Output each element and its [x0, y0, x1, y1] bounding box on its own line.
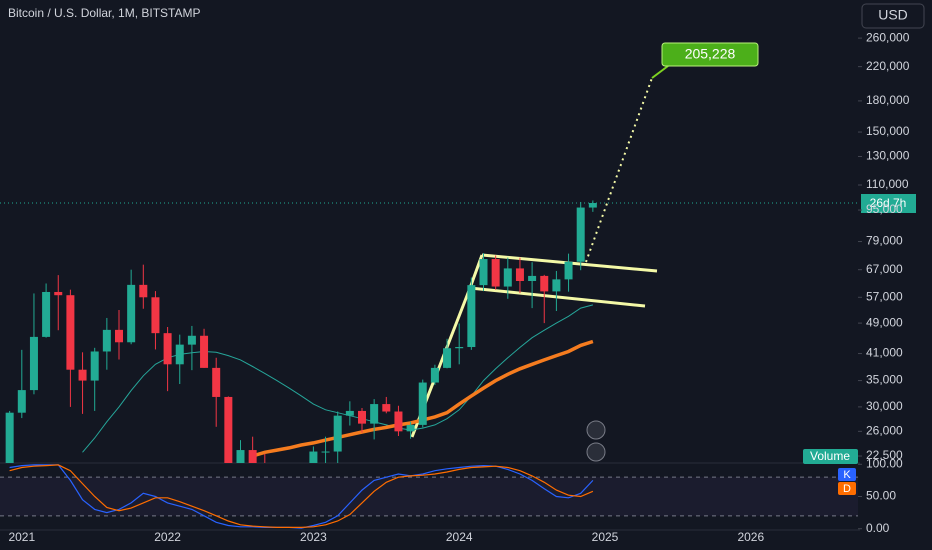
volume-box: [803, 449, 858, 464]
y-tick-label: 49,000: [866, 315, 903, 329]
legend-label: K: [843, 469, 851, 481]
y-tick-label: 35,000: [866, 373, 903, 387]
label-pointer: [651, 65, 669, 79]
candle-body: [5, 412, 14, 463]
candle-body: [54, 291, 63, 296]
candle-body: [224, 396, 233, 463]
candle-body: [552, 279, 561, 292]
y-tick-label: 220,000: [866, 59, 910, 73]
y-tick-label: 260,000: [866, 30, 910, 44]
x-tick-label: 2024: [446, 530, 473, 544]
y-tick-label: 180,000: [866, 93, 910, 107]
annotation-box: [661, 42, 759, 67]
candle-body: [491, 259, 500, 287]
y-tick-label: 22,500: [866, 448, 903, 462]
candle-body: [90, 351, 99, 381]
candle-body: [175, 344, 184, 365]
y-tick-label: 110,000: [866, 177, 909, 191]
band-fill: [0, 477, 858, 516]
candle-body: [102, 329, 111, 352]
candle-body: [479, 259, 488, 286]
candle-body: [78, 369, 87, 381]
icon[interactable]: [586, 442, 606, 462]
candle-body: [418, 382, 427, 425]
candle-body: [151, 297, 160, 334]
legend-label: D: [843, 483, 851, 495]
candle-body: [503, 268, 512, 287]
candle-body: [66, 295, 75, 370]
candle-body: [540, 275, 549, 292]
candle-body: [467, 285, 476, 348]
y-tick-label: 26,000: [866, 424, 903, 438]
y-tick-label: 50.00: [866, 489, 896, 503]
x-tick-label: 2026: [737, 530, 764, 544]
countdown-box: [861, 194, 916, 213]
y-tick-label: 0.00: [866, 521, 890, 535]
annotation: 205,228: [685, 46, 736, 62]
candle-body: [115, 329, 123, 343]
countdown: 26d 7h: [870, 196, 907, 210]
currency[interactable]: USD: [878, 7, 908, 23]
candle-body: [212, 367, 221, 397]
candle-body: [394, 411, 403, 432]
y-tick-label: 67,000: [866, 262, 903, 276]
currency-button[interactable]: [861, 3, 925, 29]
candle-body: [515, 268, 524, 282]
candle-body: [236, 450, 245, 463]
y-tick-label: 150,000: [866, 124, 910, 138]
y-tick-label: 130,000: [866, 149, 910, 163]
candle-body: [588, 203, 597, 208]
candle-body: [309, 451, 318, 463]
y-tick-label: 57,000: [866, 289, 903, 303]
line: [9, 464, 594, 528]
candle-body: [187, 335, 196, 345]
icon[interactable]: [586, 420, 606, 440]
y-tick-label: 95,000: [866, 202, 903, 216]
candle-body: [430, 367, 439, 383]
x-tick-label: 2022: [154, 530, 181, 544]
y-tick-label: 100.00: [866, 456, 903, 470]
candle-body: [17, 390, 26, 413]
y-tick-label: 30,000: [866, 399, 903, 413]
candle-body: [29, 336, 38, 391]
candle-body: [321, 451, 330, 453]
candle-body: [358, 410, 366, 424]
legend-swatch: [838, 468, 856, 481]
candle-body: [528, 275, 537, 282]
candle-body: [576, 207, 585, 262]
candle-body: [443, 348, 452, 368]
candle-body: [200, 335, 209, 368]
volume-label: Volume: [810, 449, 850, 463]
candle-body: [42, 291, 51, 337]
x-tick-label: 2023: [300, 530, 327, 544]
y-tick-label: 41,000: [866, 346, 903, 360]
x-tick-label: 2025: [592, 530, 619, 544]
candle-body: [333, 415, 342, 452]
projection: [585, 77, 653, 263]
candle-body: [345, 410, 354, 416]
price-pane: [5, 77, 658, 463]
candle-body: [370, 404, 379, 424]
candle-body: [248, 450, 257, 463]
flag-line: [469, 286, 646, 308]
legend-swatch: [838, 482, 856, 495]
candle-body: [127, 284, 136, 343]
chart-title: Bitcoin / U.S. Dollar, 1M, BITSTAMP: [8, 6, 201, 20]
candle-body: [455, 347, 464, 349]
candle-body: [382, 404, 391, 412]
x-tick-label: 2021: [8, 530, 35, 544]
candle-body: [139, 284, 148, 298]
candle-body: [564, 261, 573, 280]
y-tick-label: 79,000: [866, 234, 903, 248]
candle-body: [406, 424, 415, 432]
candle-body: [163, 333, 172, 365]
